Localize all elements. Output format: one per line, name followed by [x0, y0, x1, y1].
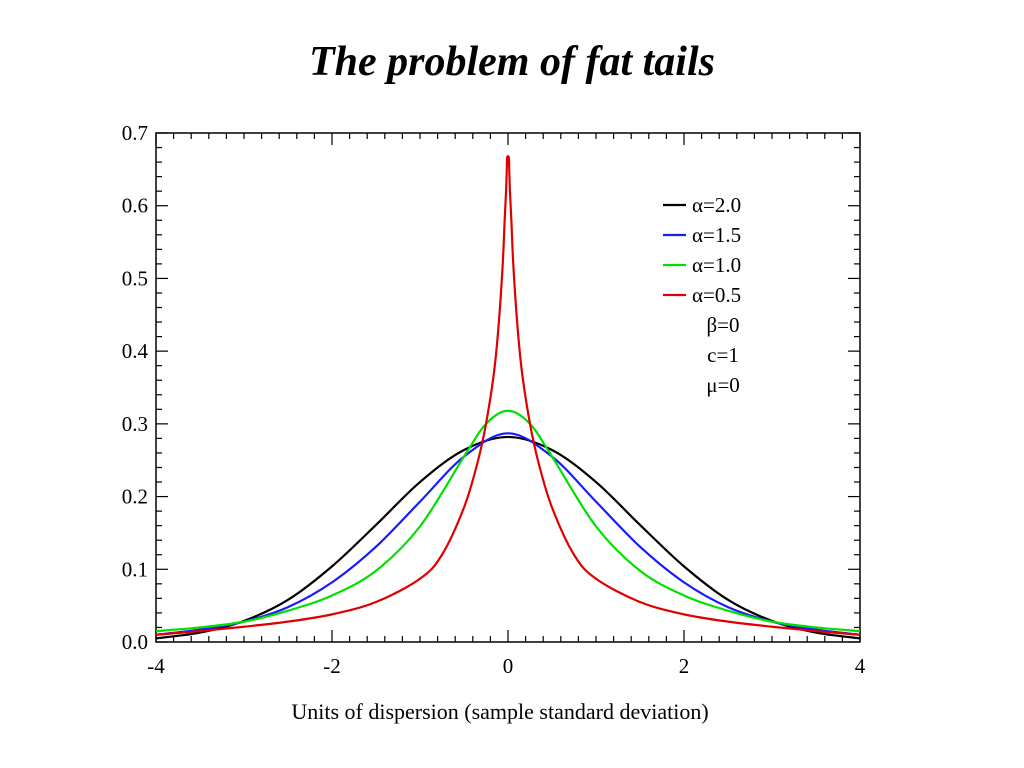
legend: α=2.0 α=1.5 α=1.0 α=0.5 β=0 c=1 μ=0	[663, 193, 741, 397]
x-tick-label: 4	[855, 654, 866, 678]
legend-label: α=0.5	[692, 283, 741, 307]
ticks-layer	[155, 132, 861, 643]
series-line-2	[155, 432, 861, 636]
series-line-1	[155, 435, 861, 640]
plot-frame	[155, 132, 861, 643]
x-tick-label: 2	[679, 654, 690, 678]
y-tick-label: 0.5	[122, 266, 148, 290]
legend-note: c=1	[707, 343, 739, 367]
y-tick-label: 0.4	[122, 339, 149, 363]
legend-note: β=0	[706, 313, 739, 337]
legend-label: α=1.0	[692, 253, 741, 277]
y-tick-label: 0.3	[122, 412, 148, 436]
y-tick-label: 0.6	[122, 194, 148, 218]
slide-title: The problem of fat tails	[309, 39, 715, 85]
series-line-4	[155, 155, 861, 636]
y-tick-label: 0.2	[122, 485, 148, 509]
y-tick-label: 0.0	[122, 630, 148, 654]
x-tick-label: -4	[147, 654, 165, 678]
tick-labels: -4 -2 0 2 4 0.0 0.1 0.2 0.3 0.4 0.5 0.6 0.7	[122, 121, 866, 678]
series-line-3	[155, 409, 861, 633]
x-tick-label: -2	[323, 654, 341, 678]
legend-note: μ=0	[706, 373, 740, 397]
y-tick-label: 0.7	[122, 121, 148, 145]
x-axis-caption: Units of dispersion (sample standard dev…	[291, 699, 709, 724]
y-tick-label: 0.1	[122, 557, 148, 581]
legend-label: α=1.5	[692, 223, 741, 247]
series-layer	[155, 155, 861, 640]
x-tick-label: 0	[503, 654, 514, 678]
legend-label: α=2.0	[692, 193, 741, 217]
